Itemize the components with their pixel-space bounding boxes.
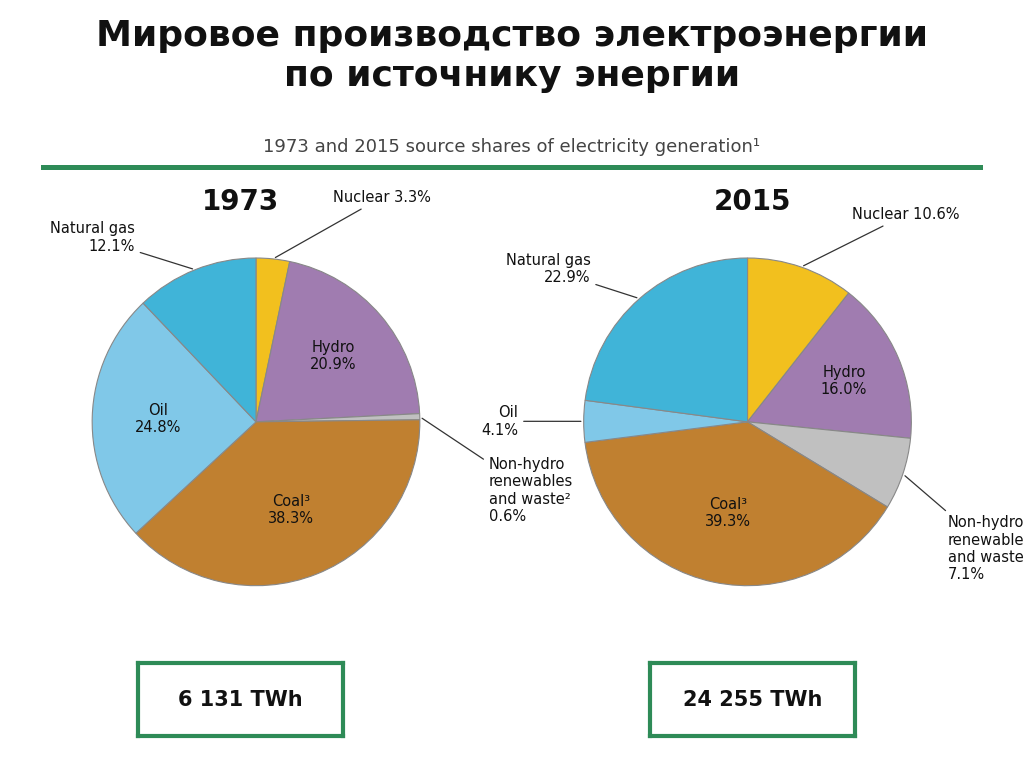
Wedge shape: [585, 258, 748, 422]
Wedge shape: [143, 258, 256, 422]
Text: Мировое производство электроэнергии
по источнику энергии: Мировое производство электроэнергии по и…: [96, 19, 928, 93]
Wedge shape: [748, 422, 910, 507]
Wedge shape: [748, 258, 849, 422]
Text: Nuclear 3.3%: Nuclear 3.3%: [275, 190, 431, 258]
Wedge shape: [136, 420, 420, 586]
Text: 1973 and 2015 source shares of electricity generation¹: 1973 and 2015 source shares of electrici…: [263, 138, 761, 156]
Wedge shape: [584, 400, 748, 443]
Text: Coal³
38.3%: Coal³ 38.3%: [268, 494, 314, 526]
Wedge shape: [585, 422, 888, 586]
Text: Hydro
20.9%: Hydro 20.9%: [310, 340, 356, 372]
Text: 2015: 2015: [714, 188, 792, 216]
Wedge shape: [256, 262, 420, 422]
Wedge shape: [256, 258, 290, 422]
Wedge shape: [256, 413, 420, 422]
Text: Non-hydro
renewables
and waste²
0.6%: Non-hydro renewables and waste² 0.6%: [422, 418, 572, 525]
Text: 24 255 TWh: 24 255 TWh: [683, 690, 822, 710]
Wedge shape: [92, 303, 256, 533]
Wedge shape: [748, 293, 911, 438]
Text: Oil
24.8%: Oil 24.8%: [134, 403, 181, 435]
Text: 1973: 1973: [202, 188, 280, 216]
Text: Natural gas
12.1%: Natural gas 12.1%: [50, 222, 193, 269]
Text: Oil
4.1%: Oil 4.1%: [481, 405, 581, 437]
Text: Hydro
16.0%: Hydro 16.0%: [821, 364, 867, 397]
Text: Nuclear 10.6%: Nuclear 10.6%: [804, 207, 959, 266]
Text: 6 131 TWh: 6 131 TWh: [178, 690, 303, 710]
Text: Natural gas
22.9%: Natural gas 22.9%: [506, 253, 637, 298]
Text: Coal³
39.3%: Coal³ 39.3%: [705, 497, 751, 529]
Text: Non-hydro
renewables
and waste²
7.1%: Non-hydro renewables and waste² 7.1%: [905, 476, 1024, 582]
